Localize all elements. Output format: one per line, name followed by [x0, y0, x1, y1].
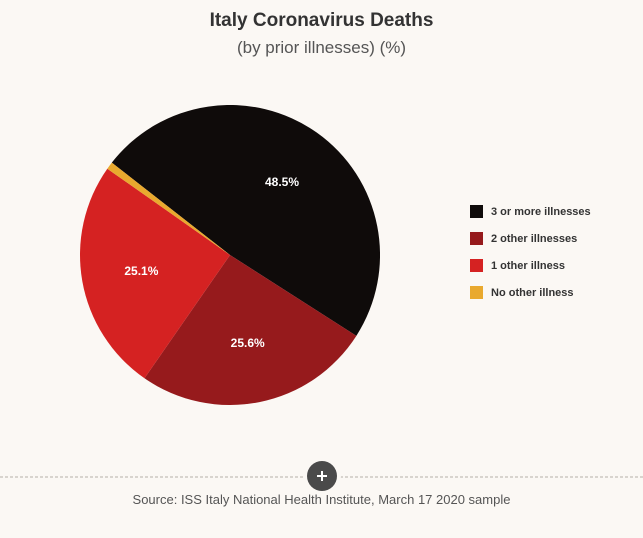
chart-menu-button[interactable] — [307, 461, 337, 491]
legend-swatch — [470, 286, 483, 299]
chart-title: Italy Coronavirus Deaths — [0, 0, 643, 32]
source-caption: Source: ISS Italy National Health Instit… — [0, 492, 643, 507]
legend-swatch — [470, 205, 483, 218]
chart-container: Italy Coronavirus Deaths (by prior illne… — [0, 0, 643, 538]
legend-label: 1 other illness — [491, 260, 565, 272]
chart-area: 48.5%25.6%25.1% 3 or more illnesses2 oth… — [0, 70, 643, 470]
plus-icon — [316, 470, 328, 482]
legend-item[interactable]: 1 other illness — [470, 259, 591, 272]
legend-item[interactable]: 3 or more illnesses — [470, 205, 591, 218]
legend-label: 3 or more illnesses — [491, 206, 591, 218]
legend-item[interactable]: No other illness — [470, 286, 591, 299]
legend: 3 or more illnesses 2 other illnesses 1 ot… — [470, 205, 591, 313]
legend-label: No other illness — [491, 287, 574, 299]
legend-label: 2 other illnesses — [491, 233, 577, 245]
legend-swatch — [470, 232, 483, 245]
legend-swatch — [470, 259, 483, 272]
chart-subtitle: (by prior illnesses) (%) — [0, 38, 643, 58]
pie-chart — [80, 105, 380, 405]
legend-item[interactable]: 2 other illnesses — [470, 232, 591, 245]
